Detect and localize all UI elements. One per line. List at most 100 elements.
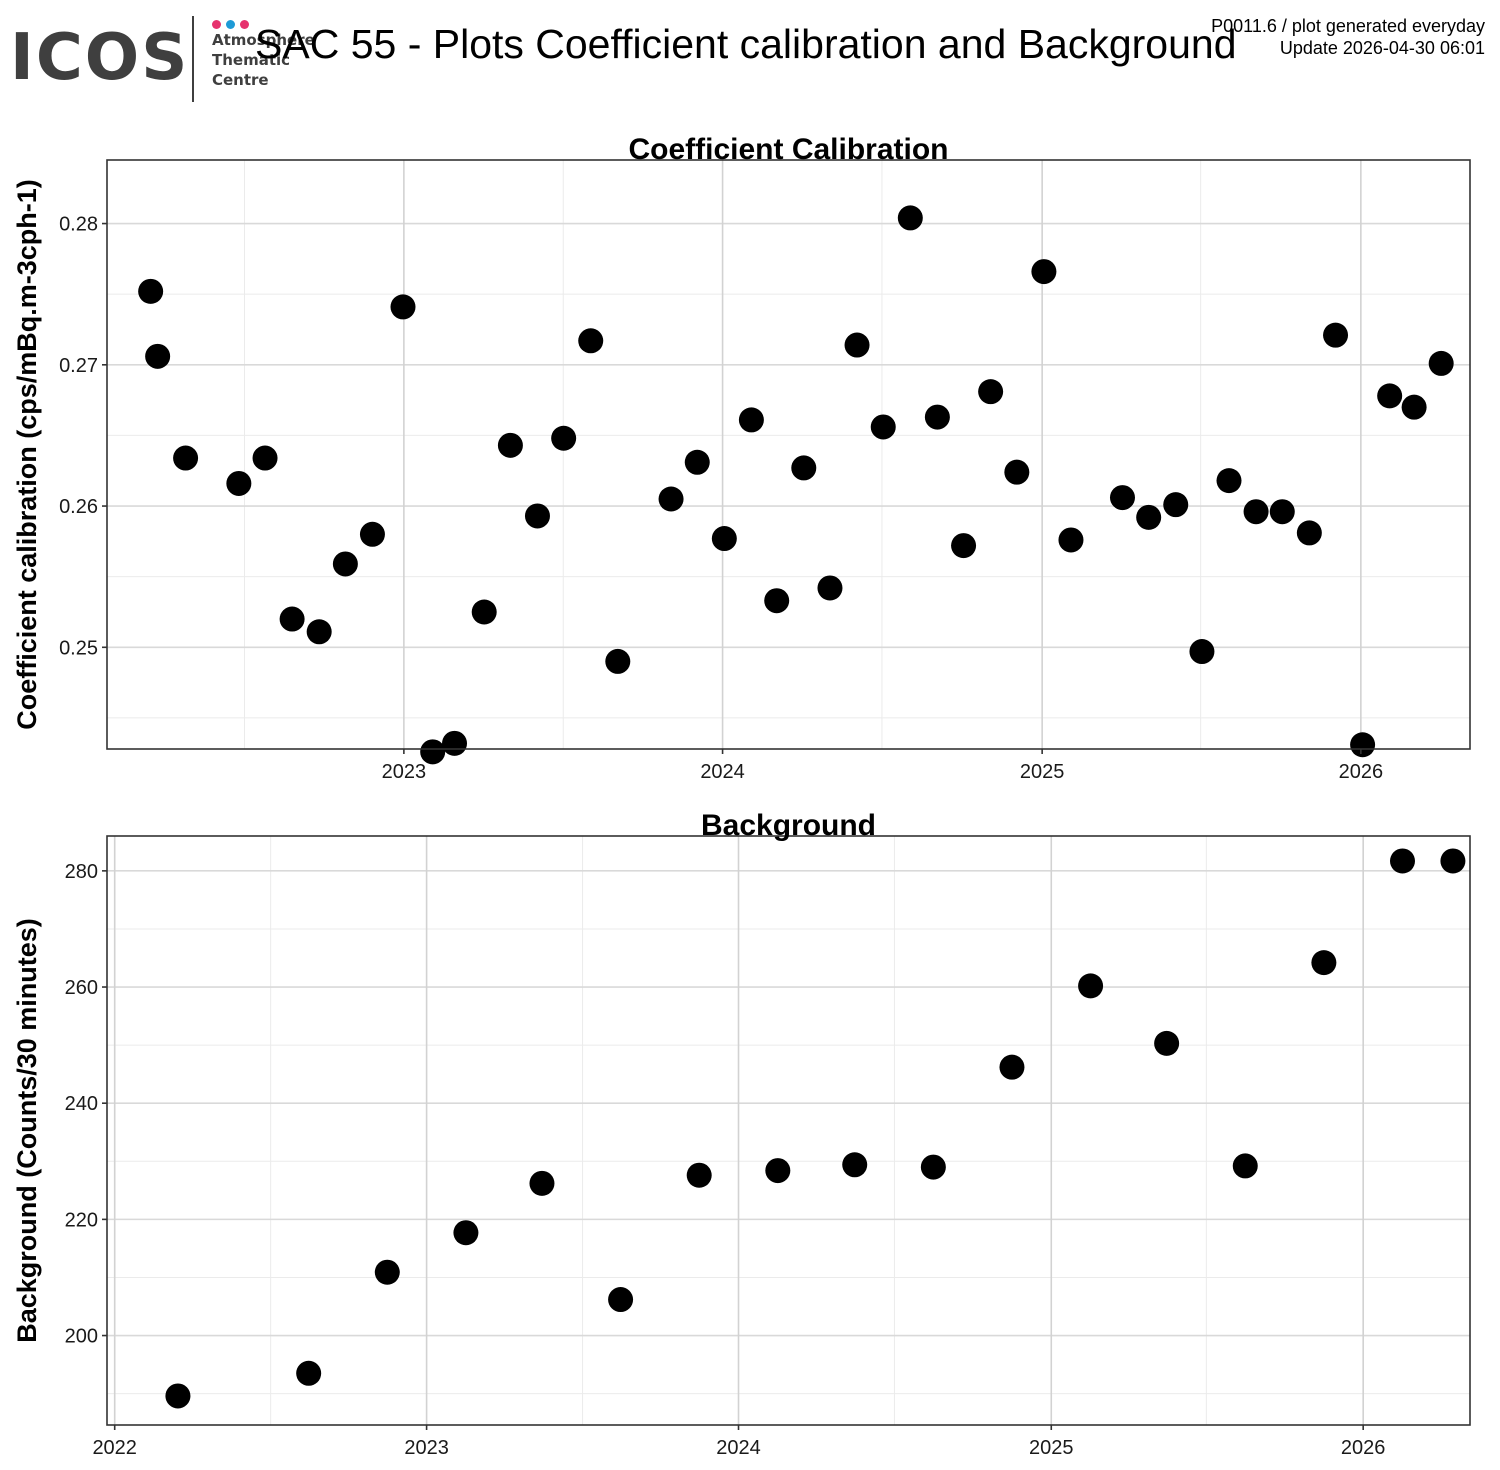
chart-title: Coefficient Calibration	[628, 133, 948, 166]
x-tick-label: 2024	[716, 1437, 761, 1459]
data-point	[1323, 322, 1349, 348]
data-point	[978, 379, 1004, 405]
data-point	[374, 1259, 400, 1285]
data-point	[1377, 383, 1403, 409]
data-point	[765, 1158, 791, 1184]
data-point	[842, 1152, 868, 1178]
data-point	[1311, 950, 1337, 976]
icos-logo: ICOS Atmosphere Thematic Centre	[10, 12, 330, 107]
report-meta: P0011.6 / plot generated everyday Update…	[1211, 15, 1485, 59]
data-point	[390, 294, 416, 320]
data-point	[226, 470, 252, 496]
data-point	[173, 445, 199, 471]
meta-generated-note: P0011.6 / plot generated everyday	[1211, 16, 1485, 36]
data-point	[1243, 499, 1269, 525]
data-point	[1163, 492, 1189, 518]
y-axis-label: Background (Counts/30 minutes)	[12, 918, 42, 1343]
x-tick-label: 2026	[1339, 761, 1384, 783]
y-tick-label: 280	[65, 861, 98, 883]
data-point	[551, 425, 577, 451]
data-point	[279, 606, 305, 632]
data-point	[764, 588, 790, 614]
data-point	[924, 404, 950, 430]
y-tick-label: 0.25	[59, 637, 98, 659]
data-point	[1031, 259, 1057, 285]
x-tick-label: 2026	[1341, 1437, 1386, 1459]
logo-dot-1	[212, 20, 221, 29]
data-point	[951, 533, 977, 559]
data-point	[684, 449, 710, 475]
data-point	[605, 648, 631, 674]
data-point	[1078, 973, 1104, 999]
data-point	[1401, 394, 1427, 420]
data-point	[870, 414, 896, 440]
logo-subtitle-line-3: Centre	[212, 71, 269, 89]
data-point	[332, 551, 358, 577]
data-point	[453, 1220, 479, 1246]
panel-border	[106, 159, 1471, 750]
data-point	[1269, 499, 1295, 525]
x-tick-label: 2022	[92, 1437, 137, 1459]
data-point	[817, 575, 843, 601]
data-point	[471, 599, 497, 625]
x-tick-label: 2025	[1020, 761, 1065, 783]
data-point	[497, 432, 523, 458]
data-point	[1189, 639, 1215, 665]
x-tick-label: 2023	[404, 1437, 449, 1459]
data-point	[359, 521, 385, 547]
data-point	[145, 343, 171, 369]
data-point	[1136, 504, 1162, 530]
logo-divider	[192, 16, 194, 102]
data-point	[1350, 732, 1376, 758]
data-point	[999, 1054, 1025, 1080]
page-title: SAC 55 - Plots Coefficient calibration a…	[255, 21, 1237, 67]
y-tick-label: 0.28	[59, 214, 98, 236]
data-point	[524, 503, 550, 529]
data-point	[1109, 485, 1135, 511]
data-point	[1154, 1030, 1180, 1056]
data-point	[296, 1360, 322, 1386]
data-point	[791, 455, 817, 481]
data-point	[1428, 350, 1454, 376]
logo-dot-3	[240, 20, 249, 29]
data-point	[738, 407, 764, 433]
x-tick-label: 2023	[382, 761, 427, 783]
data-point	[442, 730, 468, 756]
logo-subtitle-line-1: Atmosphere	[212, 31, 315, 49]
data-point	[711, 526, 737, 552]
logo-subtitle: Atmosphere Thematic Centre	[212, 30, 315, 90]
data-point	[897, 205, 923, 231]
data-point	[1440, 848, 1466, 874]
data-point	[138, 278, 164, 304]
data-point	[529, 1170, 555, 1196]
y-tick-label: 260	[65, 977, 98, 999]
data-point	[1058, 527, 1084, 553]
y-tick-label: 0.26	[59, 496, 98, 518]
data-point	[252, 445, 278, 471]
logo-subtitle-line-2: Thematic	[212, 51, 291, 69]
data-point	[658, 486, 684, 512]
data-point	[686, 1162, 712, 1188]
data-point	[306, 619, 332, 645]
y-tick-label: 0.27	[59, 355, 98, 377]
meta-update-timestamp: Update 2026-04-30 06:01	[1279, 38, 1485, 58]
logo-wordmark: ICOS	[10, 21, 190, 95]
data-point	[1232, 1153, 1258, 1179]
y-tick-label: 200	[65, 1326, 98, 1348]
logo-dot-2	[226, 20, 235, 29]
y-tick-label: 240	[65, 1093, 98, 1115]
data-point	[608, 1287, 634, 1313]
data-point	[420, 739, 446, 765]
x-tick-label: 2025	[1029, 1437, 1074, 1459]
chart-title: Background	[701, 809, 876, 842]
data-point	[1389, 848, 1415, 874]
data-point	[844, 332, 870, 358]
logo-dots	[212, 16, 254, 29]
background-chart: 200 220 240 260 280 2022 2023 2024 2025 2026 Backg…	[12, 809, 1471, 1459]
data-point	[1296, 520, 1322, 546]
y-tick-label: 220	[65, 1209, 98, 1231]
y-axis-label: Coefficient calibration (cps/mBq.m-3cph-…	[12, 179, 42, 730]
coefficient-calibration-chart: 0.25 0.26 0.27 0.28 2023 2024 2025 2026 Coeffici…	[12, 133, 1471, 783]
data-point	[578, 328, 604, 354]
data-point	[1004, 459, 1030, 485]
